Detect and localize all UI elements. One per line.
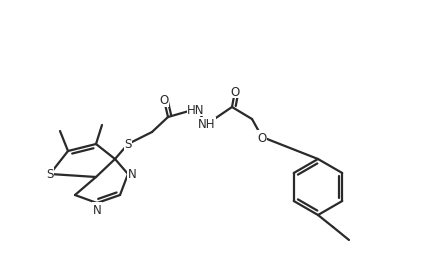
Text: S: S	[124, 138, 132, 151]
Text: O: O	[159, 94, 168, 107]
Text: HN: HN	[187, 103, 205, 116]
Text: N: N	[128, 168, 137, 181]
Text: N: N	[93, 203, 101, 216]
Text: O: O	[230, 85, 239, 98]
Text: NH: NH	[198, 118, 216, 131]
Text: O: O	[258, 131, 267, 144]
Text: S: S	[46, 168, 54, 181]
